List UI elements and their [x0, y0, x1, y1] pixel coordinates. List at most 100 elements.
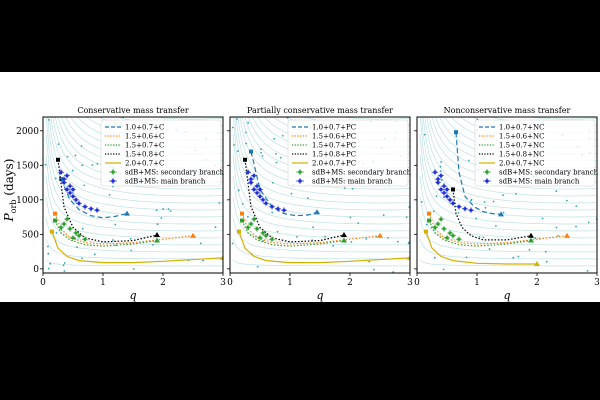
legend-marker [298, 179, 302, 183]
main-branch-point [255, 191, 259, 195]
secondary-branch-point [68, 227, 72, 231]
series-end-marker [341, 237, 347, 243]
background-dot [420, 201, 423, 203]
secondary-branch-point [62, 222, 66, 226]
x-tick-label: 3 [594, 278, 600, 288]
background-dot [512, 256, 515, 259]
background-track [235, 117, 410, 204]
legend-marker [485, 179, 489, 183]
background-dot [129, 237, 132, 240]
series-line-2 [241, 213, 381, 245]
x-tick-label: 2 [160, 278, 166, 288]
background-dot [199, 242, 202, 245]
background-dot [397, 240, 399, 243]
background-dot [93, 253, 96, 256]
legend-label: 1.0+0.7+PC [312, 124, 356, 132]
background-dot [108, 194, 111, 196]
panel-3: Nonconservative mass transfer 0 1 2 3 q 1.0+0.… [414, 106, 600, 302]
background-dot [296, 236, 298, 238]
x-tick-label: 3 [220, 278, 226, 288]
secondary-branch-point [59, 225, 63, 230]
background-track [419, 117, 597, 218]
background-dot [433, 256, 436, 259]
series-start-marker [240, 218, 244, 223]
background-dot [57, 143, 60, 146]
background-dot [281, 134, 284, 137]
background-dot [160, 217, 163, 219]
background-dot [555, 190, 558, 193]
main-branch-point [77, 201, 81, 205]
series-line-5 [238, 231, 410, 264]
series-start-marker [53, 211, 57, 216]
main-branch-point [264, 201, 268, 205]
background-dot [76, 246, 78, 249]
series-line-3 [241, 220, 345, 247]
main-branch-point [249, 180, 253, 185]
background-dot [241, 203, 244, 205]
background-track [232, 117, 410, 218]
background-dot [483, 201, 486, 204]
main-branch-point [255, 184, 259, 188]
legend-label: 2.0+0.7+PC [312, 160, 356, 168]
secondary-branch-point [439, 217, 443, 221]
background-dot [71, 169, 74, 172]
background-dot [439, 170, 442, 173]
background-dot [63, 262, 66, 264]
series-end-marker [154, 237, 160, 243]
background-dot [545, 260, 548, 263]
x-axis-label: q [503, 289, 510, 302]
background-track [232, 218, 410, 253]
panel-2: Partially conservative mass transfer 0 1 2 3… [227, 106, 413, 302]
background-dot [276, 230, 279, 233]
background-dot [555, 226, 558, 229]
background-dot [488, 248, 491, 250]
background-dot [214, 226, 217, 229]
background-dot [332, 245, 334, 247]
main-branch-point [71, 194, 75, 199]
series-start-marker [427, 211, 431, 216]
background-dot [49, 262, 51, 265]
background-dot [162, 208, 165, 210]
series-line-5 [425, 231, 537, 265]
main-branch-point [89, 207, 93, 211]
series-start-marker [424, 229, 428, 234]
background-dot [275, 161, 278, 164]
background-dot [587, 221, 590, 224]
background-dot [247, 215, 249, 218]
background-dot [47, 245, 49, 248]
background-dot [260, 148, 262, 151]
background-dot [534, 237, 537, 240]
main-branch-point [252, 187, 256, 192]
series-end-marker [564, 232, 570, 238]
series-line-2 [54, 213, 194, 245]
background-dot [236, 118, 238, 120]
background-dot [81, 164, 84, 167]
series-start-marker [451, 187, 455, 192]
series-line-4 [57, 159, 158, 243]
series-line-1 [60, 178, 128, 219]
background-dot [440, 179, 443, 182]
background-dot [47, 252, 50, 255]
background-dot [74, 154, 77, 157]
background-dot [405, 216, 408, 219]
main-branch-point [65, 173, 69, 178]
axes-frame [42, 116, 224, 274]
main-branch-point [68, 184, 72, 188]
secondary-branch-point [270, 237, 274, 241]
background-track [424, 117, 597, 197]
main-branch-point [439, 187, 443, 192]
background-dot [66, 155, 69, 158]
series-end-marker [314, 209, 320, 215]
secondary-branch-point [448, 231, 452, 235]
legend-label: 1.0+0.7+C [125, 124, 164, 132]
series-start-marker [249, 149, 253, 154]
y-axis-label-unit: (days) [2, 159, 16, 200]
main-branch-point [442, 184, 446, 188]
legend-label: 1.5+0.8+PC [312, 151, 356, 159]
background-dot [169, 210, 172, 212]
secondary-branch-point [445, 236, 449, 240]
legend: 1.0+0.7+C1.5+0.6+C1.5+0.7+C1.5+0.8+C2.0+… [100, 119, 225, 187]
background-track [421, 117, 597, 211]
background-dot [48, 119, 50, 121]
